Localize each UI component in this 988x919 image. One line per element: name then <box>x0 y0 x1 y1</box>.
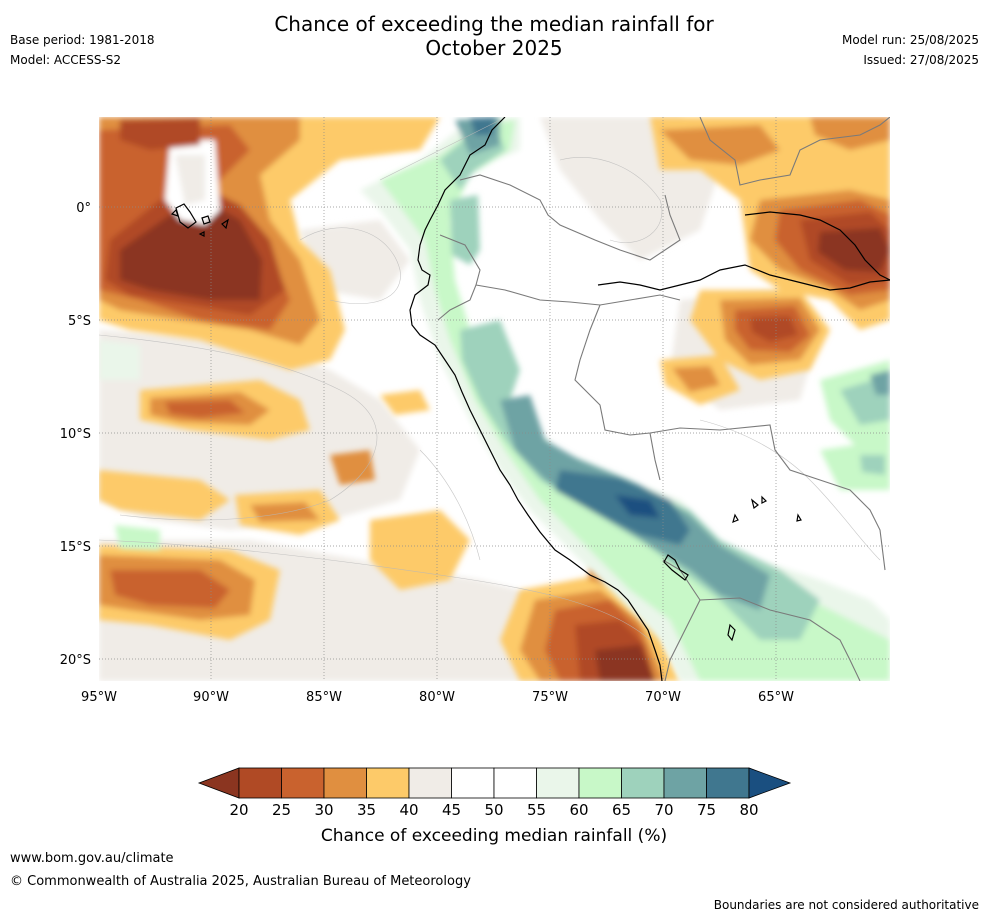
colorbar-tick-label: 55 <box>527 801 546 819</box>
lat-label-10s: 10°S <box>60 427 91 442</box>
model-run-text: Model run: 25/08/2025 <box>841 33 979 47</box>
colorbar-segment <box>366 767 410 799</box>
lat-label-0: 0° <box>76 201 91 216</box>
title-line-1: Chance of exceeding the median rainfall … <box>274 12 714 36</box>
dry-signal-mid-pacific <box>99 380 430 535</box>
colorbar-tick-label: 20 <box>229 801 248 819</box>
colorbar-segment <box>578 767 622 799</box>
title-line-2: October 2025 <box>425 36 563 60</box>
lat-label-15s: 15°S <box>60 540 91 555</box>
colorbar-under-arrow <box>197 767 240 799</box>
longitude-labels: 95°W 90°W 85°W 80°W 75°W 70°W 65°W <box>81 690 794 705</box>
dry-signal-southwest <box>99 510 680 681</box>
colorbar-tick-label: 50 <box>484 801 503 819</box>
lat-label-5s: 5°S <box>68 314 91 329</box>
colorbar-tick-label: 40 <box>399 801 418 819</box>
footer-disclaimer: Boundaries are not considered authoritat… <box>713 898 979 912</box>
country-borders <box>437 117 890 681</box>
lon-label-65w: 65°W <box>758 690 794 705</box>
meta-right: Model run: 25/08/2025 Issued: 27/08/2025 <box>842 30 979 70</box>
colorbar-segment <box>706 767 750 799</box>
colorbar-segment <box>663 767 707 799</box>
page-title: Chance of exceeding the median rainfall … <box>0 12 988 60</box>
meta-left: Base period: 1981-2018 Model: ACCESS-S2 <box>10 30 155 70</box>
colorbar-tick-label: 25 <box>272 801 291 819</box>
base-period-text: Base period: 1981-2018 <box>10 33 155 47</box>
colorbar-segment <box>536 767 580 799</box>
colorbar-tick-label: 80 <box>739 801 758 819</box>
dry-signal-northeast <box>650 117 890 405</box>
lon-label-75w: 75°W <box>532 690 568 705</box>
colorbar-tick-label: 45 <box>442 801 461 819</box>
map-panel <box>99 117 890 681</box>
colorbar-tick-label: 60 <box>569 801 588 819</box>
colorbar-tick-label: 75 <box>697 801 716 819</box>
footer-copyright: © Commonwealth of Australia 2025, Austra… <box>10 874 471 889</box>
lon-label-70w: 70°W <box>645 690 681 705</box>
colorbar-title: Chance of exceeding median rainfall (%) <box>320 826 668 846</box>
colorbar-segment <box>238 767 282 799</box>
lon-label-95w: 95°W <box>81 690 117 705</box>
colorbar-segment <box>493 767 537 799</box>
colorbar-segment <box>323 767 367 799</box>
footer-url: www.bom.gov.au/climate <box>10 851 174 866</box>
lat-label-20s: 20°S <box>60 653 91 668</box>
lon-label-90w: 90°W <box>193 690 229 705</box>
dry-signal-west <box>99 117 440 370</box>
colorbar-segment <box>408 767 452 799</box>
colorbar-over-arrow <box>748 767 792 799</box>
issued-text: Issued: 27/08/2025 <box>863 53 979 67</box>
latitude-labels: 0° 5°S 10°S 15°S 20°S <box>60 201 91 668</box>
lon-label-80w: 80°W <box>419 690 455 705</box>
colorbar-tick-label: 35 <box>357 801 376 819</box>
galapagos-islands <box>170 203 229 237</box>
colorbar-tick-label: 70 <box>654 801 673 819</box>
lon-label-85w: 85°W <box>306 690 342 705</box>
model-text: Model: ACCESS-S2 <box>10 53 122 67</box>
graticule <box>99 117 890 681</box>
coastline <box>409 117 890 681</box>
colorbar: 20 25 30 35 40 45 50 55 60 65 70 75 80 <box>197 767 792 819</box>
colorbar-tick-label: 30 <box>314 801 333 819</box>
colorbar-tick-label: 65 <box>612 801 631 819</box>
colorbar-segment <box>621 767 665 799</box>
colorbar-segment <box>451 767 495 799</box>
wet-signal-andes <box>99 117 890 681</box>
colorbar-segment <box>281 767 325 799</box>
